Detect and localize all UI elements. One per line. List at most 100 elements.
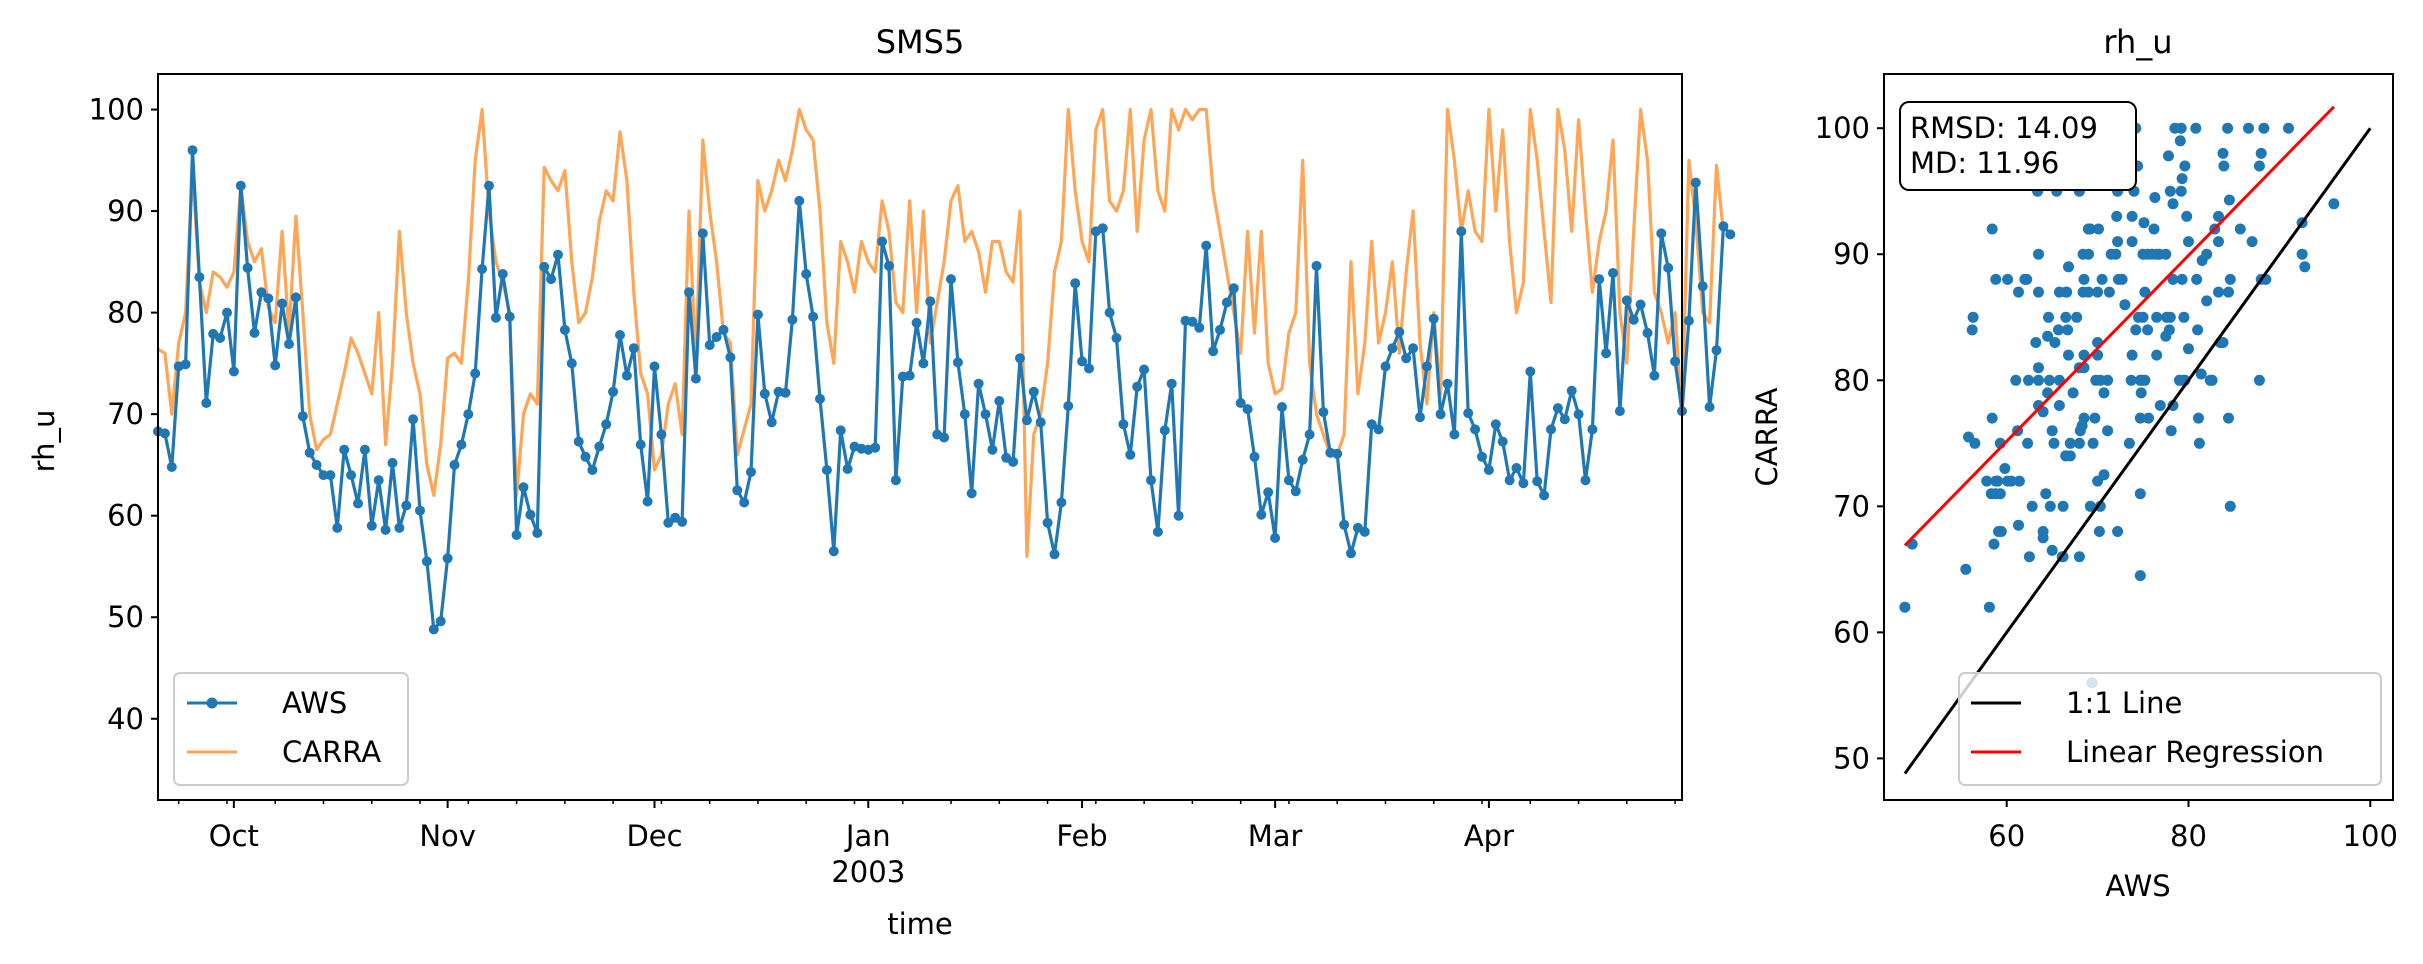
aws-point xyxy=(1573,409,1584,420)
timeseries-legend: AWS CARRA xyxy=(173,672,409,786)
one-to-one-line xyxy=(1903,127,2372,775)
scatter-point xyxy=(2053,400,2065,411)
aws-point xyxy=(194,272,205,283)
aws-point xyxy=(1015,353,1025,364)
aws-point xyxy=(1718,221,1729,232)
scatter-point xyxy=(2033,362,2044,374)
aws-point xyxy=(663,517,674,528)
aws-point xyxy=(1518,478,1529,489)
aws-point xyxy=(1690,177,1701,188)
aws-point xyxy=(428,624,439,635)
aws-point xyxy=(966,488,977,499)
aws-point xyxy=(1525,366,1536,377)
scatter-point xyxy=(2026,500,2038,512)
scatter-point xyxy=(2073,437,2085,449)
aws-point xyxy=(559,324,570,335)
aws-point xyxy=(1649,370,1660,381)
aws-point xyxy=(1249,451,1260,462)
aws-point xyxy=(1297,454,1308,465)
scatter-point xyxy=(2049,337,2061,348)
aws-point xyxy=(1415,412,1425,423)
scatter-axes-frame xyxy=(1883,73,2394,801)
aws-point xyxy=(1594,274,1605,285)
scatter-point xyxy=(2223,412,2234,424)
aws-point xyxy=(222,307,232,318)
scatter-legend-box xyxy=(1958,672,2382,786)
aws-point xyxy=(1670,356,1681,367)
aws-point xyxy=(353,498,363,509)
aws-point xyxy=(1387,343,1398,354)
aws-point xyxy=(1456,226,1467,237)
aws-point xyxy=(1332,448,1343,459)
scatter-point xyxy=(2087,437,2099,449)
timeseries-x-tick-label: Oct xyxy=(209,819,259,853)
aws-point xyxy=(808,311,819,322)
aws-point xyxy=(408,414,419,425)
aws-point xyxy=(1084,363,1094,374)
scatter-point xyxy=(1985,488,1997,500)
aws-point xyxy=(697,228,708,239)
aws-point xyxy=(1628,314,1639,325)
scatter-point xyxy=(2190,122,2202,134)
aws-point xyxy=(1435,409,1446,420)
scatter-point xyxy=(2002,273,2014,285)
scatter-point xyxy=(2253,374,2265,386)
aws-point xyxy=(1497,436,1508,447)
scatter-point xyxy=(2063,349,2074,361)
aws-point xyxy=(973,378,984,389)
aws-point xyxy=(187,145,198,156)
timeseries-y-tick-label: 80 xyxy=(107,296,144,330)
aws-point xyxy=(421,556,432,567)
scatter-point xyxy=(2078,273,2090,285)
aws-point xyxy=(884,260,894,271)
scatter-point xyxy=(2126,349,2138,361)
aws-point xyxy=(1146,475,1156,486)
timeseries-x-tick-label: Mar xyxy=(1248,819,1303,853)
scatter-point xyxy=(2328,198,2340,210)
timeseries-series xyxy=(153,107,1736,635)
aws-point xyxy=(1111,333,1122,343)
aws-point xyxy=(1318,407,1329,418)
timeseries-x-tick-label: Dec xyxy=(626,819,682,853)
scatter-point xyxy=(2102,425,2114,437)
aws-point xyxy=(1256,509,1267,520)
aws-point xyxy=(228,366,239,377)
scatter-point xyxy=(2193,412,2204,424)
scatter-point xyxy=(2053,324,2064,336)
aws-point xyxy=(677,516,688,527)
scatter-point xyxy=(2130,324,2142,336)
aws-point xyxy=(890,475,901,486)
aws-point xyxy=(1077,356,1088,367)
aws-point xyxy=(1311,260,1322,271)
aws-point xyxy=(518,482,529,493)
aws-point xyxy=(442,553,453,564)
aws-point xyxy=(1283,475,1294,486)
scatter-point xyxy=(2299,261,2311,273)
scatter-point xyxy=(2175,185,2187,197)
scatter-point xyxy=(2023,374,2034,386)
aws-point xyxy=(1608,268,1618,278)
scatter-point xyxy=(2037,526,2049,537)
legend-aws-label: AWS xyxy=(282,686,347,720)
scatter-point xyxy=(2224,273,2236,285)
aws-point xyxy=(1290,486,1301,497)
scatter-point xyxy=(1986,412,1998,424)
aws-point xyxy=(959,409,970,420)
scatter-point xyxy=(2089,412,2101,424)
aws-point xyxy=(1483,465,1494,475)
aws-point xyxy=(1394,326,1405,337)
timeseries-x-tick-year-label: 2003 xyxy=(831,855,905,889)
scatter-point xyxy=(2053,286,2065,298)
timeseries-y-axis-label: rh_u xyxy=(27,410,61,473)
scatter-point xyxy=(2103,286,2115,298)
scatter-point xyxy=(2217,147,2229,159)
scatter-point xyxy=(1981,475,1993,487)
scatter-point xyxy=(2094,374,2106,386)
scatter-point xyxy=(2094,500,2106,512)
aws-point xyxy=(497,269,508,279)
scatter-point xyxy=(2193,437,2205,449)
scatter-y-axis-label: CARRA xyxy=(1750,387,1784,486)
aws-point xyxy=(359,444,370,455)
scatter-point xyxy=(2206,374,2218,386)
